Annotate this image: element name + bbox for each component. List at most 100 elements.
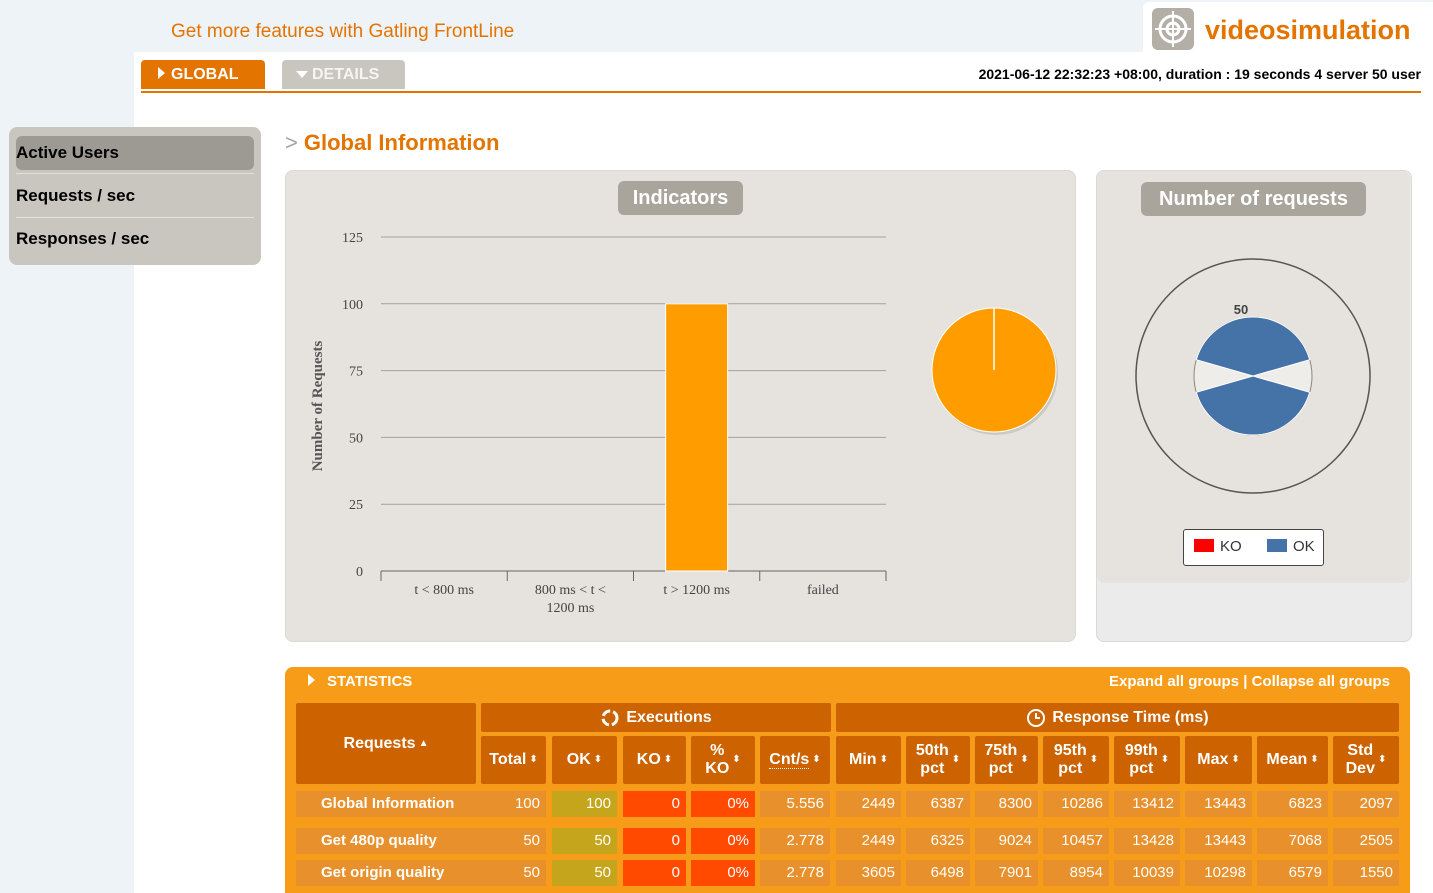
statistics-toggle[interactable]: STATISTICS	[308, 673, 412, 690]
table-cell: 7068	[1257, 828, 1328, 854]
table-cell: 6823	[1257, 791, 1328, 817]
refresh-icon	[601, 709, 619, 726]
requests-legend: KO OK	[1183, 529, 1324, 566]
tab-global[interactable]: GLOBAL	[141, 60, 265, 89]
sidebar-item-label: Requests / sec	[16, 186, 136, 205]
column-header[interactable]: Total ⬍	[481, 736, 546, 784]
sidebar-item-requests-per-sec[interactable]: Requests / sec	[16, 179, 254, 213]
column-header[interactable]: 99th pct ⬍	[1114, 736, 1180, 784]
table-cell: 0%	[691, 791, 755, 817]
y-tick-label: 50	[349, 431, 363, 446]
x-tick-label-line: failed	[807, 583, 839, 598]
table-cell: 0	[623, 791, 686, 817]
page-title: > Global Information	[285, 130, 499, 156]
target-logo-icon	[1152, 8, 1194, 50]
table-cell: 13412	[1114, 791, 1180, 817]
column-header-text: pct	[1058, 760, 1083, 777]
sidebar-item-responses-per-sec[interactable]: Responses / sec	[16, 222, 254, 256]
column-header[interactable]: OK ⬍	[552, 736, 617, 784]
requests-pie-chart: 50	[1135, 258, 1371, 494]
pie-slice-ok-top[interactable]	[1195, 316, 1311, 377]
bar[interactable]	[665, 303, 729, 572]
tab-underline	[141, 91, 1421, 93]
clock-icon	[1027, 708, 1046, 727]
executions-group-header: Executions	[481, 703, 831, 732]
column-header[interactable]: KO ⬍	[623, 736, 686, 784]
table-cell: 10298	[1185, 860, 1252, 886]
legend-ok[interactable]: OK	[1293, 538, 1315, 555]
tab-details[interactable]: DETAILS	[282, 60, 405, 89]
column-header-label: Mean	[1266, 751, 1307, 769]
column-header[interactable]: 50th pct ⬍	[906, 736, 970, 784]
requests-header-label: Requests	[343, 734, 416, 752]
table-cell: 50	[552, 860, 617, 886]
column-header-label: KO	[637, 751, 661, 769]
frontline-promo-link[interactable]: Get more features with Gatling FrontLine	[171, 21, 515, 42]
column-header[interactable]: Cnt/s ⬍	[760, 736, 830, 784]
table-cell: 2.778	[760, 828, 830, 854]
table-cell: 0	[623, 860, 686, 886]
page-title-text: Global Information	[303, 130, 500, 155]
table-cell: 1550	[1333, 860, 1399, 886]
sort-up-icon: ▲	[418, 737, 429, 749]
sort-icon: ⬍	[1310, 754, 1319, 765]
column-header-label: % KO	[705, 742, 729, 778]
y-axis-label: Number of Requests	[310, 341, 326, 472]
sidebar-item-active-users[interactable]: Active Users	[16, 136, 254, 170]
y-tick-label: 25	[349, 498, 363, 513]
column-header-text: pct	[988, 760, 1013, 777]
pie-slice-ok-bottom[interactable]	[1195, 375, 1311, 436]
executions-label: Executions	[626, 708, 712, 726]
column-header[interactable]: 95th pct ⬍	[1043, 736, 1109, 784]
sidebar-item-label: Active Users	[16, 143, 120, 162]
legend-ko[interactable]: KO	[1220, 538, 1242, 555]
y-tick-label: 125	[342, 231, 363, 246]
column-header[interactable]: Std Dev ⬍	[1333, 736, 1399, 784]
column-header-text: Min	[849, 751, 877, 768]
sort-icon: ⬍	[1160, 754, 1170, 765]
column-header-label: Std Dev	[1346, 742, 1375, 778]
sort-icon: ⬍	[663, 754, 673, 765]
table-cell: 10286	[1043, 791, 1109, 817]
group-links: Expand all groups | Collapse all groups	[1109, 673, 1390, 690]
sort-icon: ⬍	[1089, 754, 1099, 765]
column-header[interactable]: 75th pct ⬍	[975, 736, 1038, 784]
table-row-name[interactable]: Get origin quality	[296, 860, 485, 886]
requests-column-header[interactable]: Requests ▲	[296, 703, 476, 784]
table-cell: 100	[552, 791, 617, 817]
ok-swatch	[1267, 539, 1287, 552]
table-cell: 2449	[836, 791, 901, 817]
column-header[interactable]: Max ⬍	[1185, 736, 1252, 784]
pie-value-label: 50	[1234, 302, 1248, 317]
column-header-label: 99th pct	[1125, 742, 1158, 778]
table-cell: 13443	[1185, 828, 1252, 854]
table-cell: 5.556	[760, 791, 830, 817]
column-header[interactable]: Mean ⬍	[1257, 736, 1328, 784]
column-header[interactable]: Min ⬍	[836, 736, 901, 784]
tab-details-label: DETAILS	[312, 66, 380, 83]
run-info: 2021-06-12 22:32:23 +08:00, duration : 1…	[978, 66, 1421, 82]
table-cell: 6325	[906, 828, 970, 854]
expand-all-link[interactable]: Expand all groups	[1109, 673, 1240, 690]
column-header-label: Total	[489, 751, 526, 769]
column-header-label: Cnt/s	[769, 751, 810, 769]
table-row-name[interactable]: Get 480p quality	[296, 828, 485, 854]
column-header[interactable]: % KO ⬍	[691, 736, 755, 784]
table-cell: 100	[481, 791, 546, 817]
collapse-all-link[interactable]: Collapse all groups	[1251, 673, 1390, 690]
column-header-text: Dev	[1345, 760, 1375, 777]
column-header-label: Min	[849, 751, 877, 769]
table-row-name[interactable]: Global Information	[296, 791, 485, 817]
table-cell: 3605	[836, 860, 901, 886]
x-tick-label: t < 800 ms	[414, 583, 474, 598]
table-cell: 6387	[906, 791, 970, 817]
column-header-text: OK	[566, 751, 591, 768]
column-header-text: KO	[636, 751, 661, 768]
arrow-right-icon	[308, 674, 315, 686]
table-cell: 7901	[975, 860, 1038, 886]
column-header-label: 95th pct	[1054, 742, 1087, 778]
table-cell: 2449	[836, 828, 901, 854]
table-cell: 2097	[1333, 791, 1399, 817]
statistics-panel: STATISTICS Expand all groups | Collapse …	[285, 667, 1410, 893]
sidebar-divider	[16, 217, 254, 218]
